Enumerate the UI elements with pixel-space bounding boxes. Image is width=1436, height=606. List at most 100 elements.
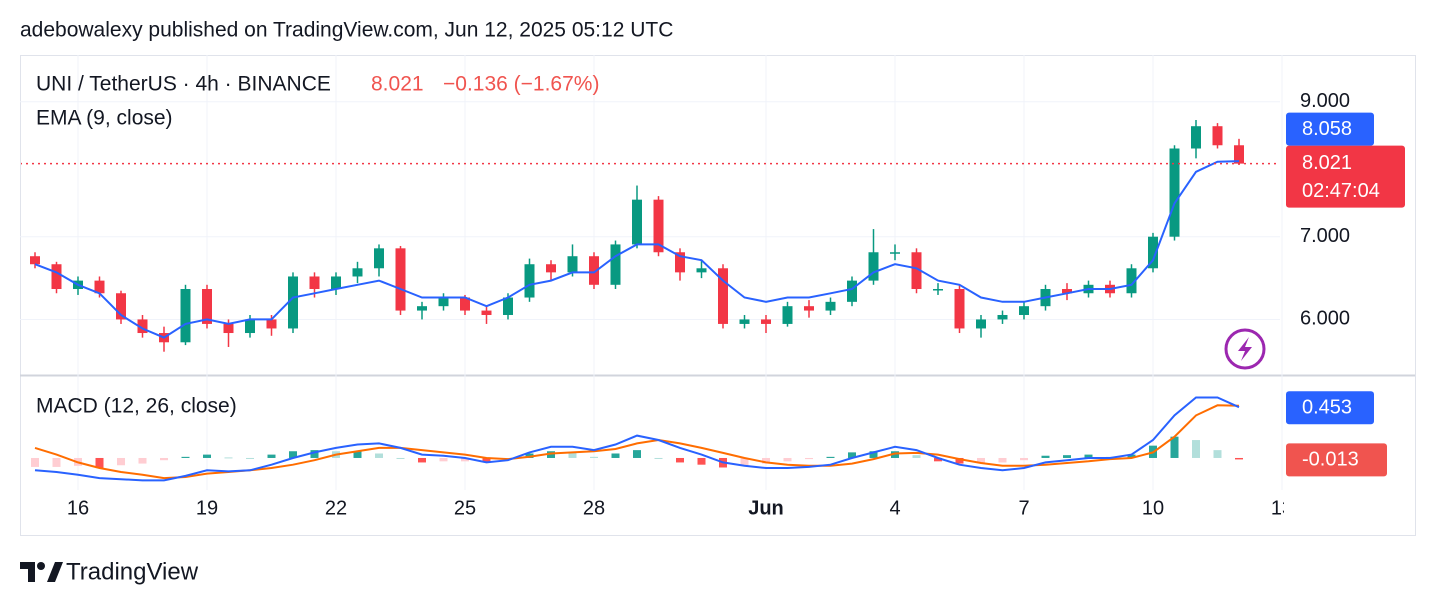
replay-icon[interactable] [1224, 328, 1266, 370]
candle-body [395, 248, 406, 311]
histogram-bar [697, 457, 706, 465]
candle-body [890, 252, 900, 254]
y-tick-label: 9.000 [1300, 90, 1350, 112]
x-tick-label: 4 [889, 497, 900, 519]
x-tick-label: 10 [1142, 497, 1164, 519]
candle-body [868, 252, 879, 281]
ema-value-label: 8.058 [1302, 118, 1352, 140]
candle-body [847, 280, 857, 302]
candle-body [1062, 289, 1072, 294]
candle-body [51, 264, 62, 290]
x-tick-label: 13 [1271, 497, 1293, 519]
macd-value-label: 0.453 [1302, 397, 1352, 419]
histogram-bar [1020, 457, 1028, 461]
x-tick-label: 22 [325, 497, 347, 519]
candle-body [309, 276, 320, 290]
candle-body [137, 319, 148, 334]
candle-body [567, 256, 578, 273]
candle-body [417, 306, 427, 311]
histogram-bar [633, 450, 641, 458]
histogram-bar [740, 457, 749, 466]
y-tick-label: 6.000 [1300, 308, 1350, 330]
histogram-bar [1063, 455, 1071, 458]
candle-body [460, 297, 470, 311]
candle-body [223, 323, 234, 334]
candle-body [933, 289, 943, 291]
histogram-bar [375, 453, 383, 458]
x-tick-label: 28 [583, 497, 605, 519]
logo-slash [47, 562, 63, 582]
ema-line [34, 160, 1240, 339]
brand: TradingView [66, 558, 199, 585]
candle-body [804, 306, 814, 311]
histogram-bar [1192, 440, 1200, 458]
histogram-bar [289, 451, 297, 458]
histogram-bar [52, 457, 61, 467]
histogram-bar [568, 452, 577, 458]
last-price: 8.021 [371, 73, 424, 96]
macd-pane [31, 396, 1243, 482]
histogram-bar [439, 457, 448, 462]
histogram-bar [1084, 454, 1093, 458]
candle-body [1126, 268, 1137, 294]
histogram-bar [891, 451, 899, 458]
candle-body [266, 319, 277, 329]
price-change: −0.136 (−1.67%) [443, 73, 599, 96]
candle-body [1212, 126, 1223, 146]
candle-body [374, 248, 384, 269]
macd-value-box [1286, 391, 1374, 425]
x-tick-label: 25 [454, 497, 476, 519]
candle-body [503, 297, 513, 315]
countdown-label: 02:47:04 [1302, 180, 1380, 202]
candle-body [911, 252, 922, 290]
histogram-bar [977, 457, 985, 464]
last-price-box [1286, 145, 1405, 208]
histogram-bar [654, 457, 663, 459]
candle-body [997, 314, 1008, 320]
candle-body [976, 319, 986, 329]
histogram-bar [31, 457, 39, 467]
histogram-bar [181, 456, 190, 458]
histogram-bar [826, 456, 835, 458]
price-pane [21, 120, 1280, 352]
x-tick-label: 16 [67, 497, 89, 519]
histogram-bar [783, 457, 792, 462]
x-tick-label: 7 [1018, 497, 1029, 519]
histogram-bar [461, 457, 469, 462]
candle-body [1234, 145, 1244, 164]
histogram-bar [1041, 455, 1050, 458]
candle-body [288, 276, 298, 329]
histogram-bar [998, 457, 1007, 463]
icon-bolt[interactable] [1238, 337, 1252, 361]
candle-body [718, 268, 728, 324]
x-tick-label: 19 [196, 497, 218, 519]
candle-body [524, 264, 535, 298]
histogram-bar [1235, 457, 1243, 460]
candle-body [202, 289, 212, 324]
histogram-bar [525, 453, 534, 458]
histogram-bar [547, 451, 555, 458]
candle-body [180, 289, 191, 343]
histogram-bar [95, 457, 104, 469]
histogram-bar [934, 457, 942, 462]
histogram-bar [418, 457, 426, 463]
histogram-bar [267, 454, 276, 458]
histogram-bar [848, 452, 856, 458]
candle-body [954, 289, 965, 329]
histogram-bar [138, 457, 147, 464]
candle-body [1169, 148, 1180, 237]
histogram-bar [160, 457, 168, 461]
histogram-bar [396, 457, 405, 459]
candle-body [632, 199, 642, 245]
histogram-bar [482, 457, 491, 463]
candle-body [1148, 236, 1158, 269]
candle-body [675, 252, 685, 273]
candle-body [116, 293, 126, 320]
candle-body [30, 256, 40, 265]
candle-body [696, 268, 707, 273]
histogram-bar [246, 457, 254, 459]
candle-body [653, 199, 664, 253]
macd-legend: MACD (12, 26, close) [36, 395, 237, 418]
histogram-bar [224, 457, 233, 459]
tradingview-logo [20, 562, 63, 582]
